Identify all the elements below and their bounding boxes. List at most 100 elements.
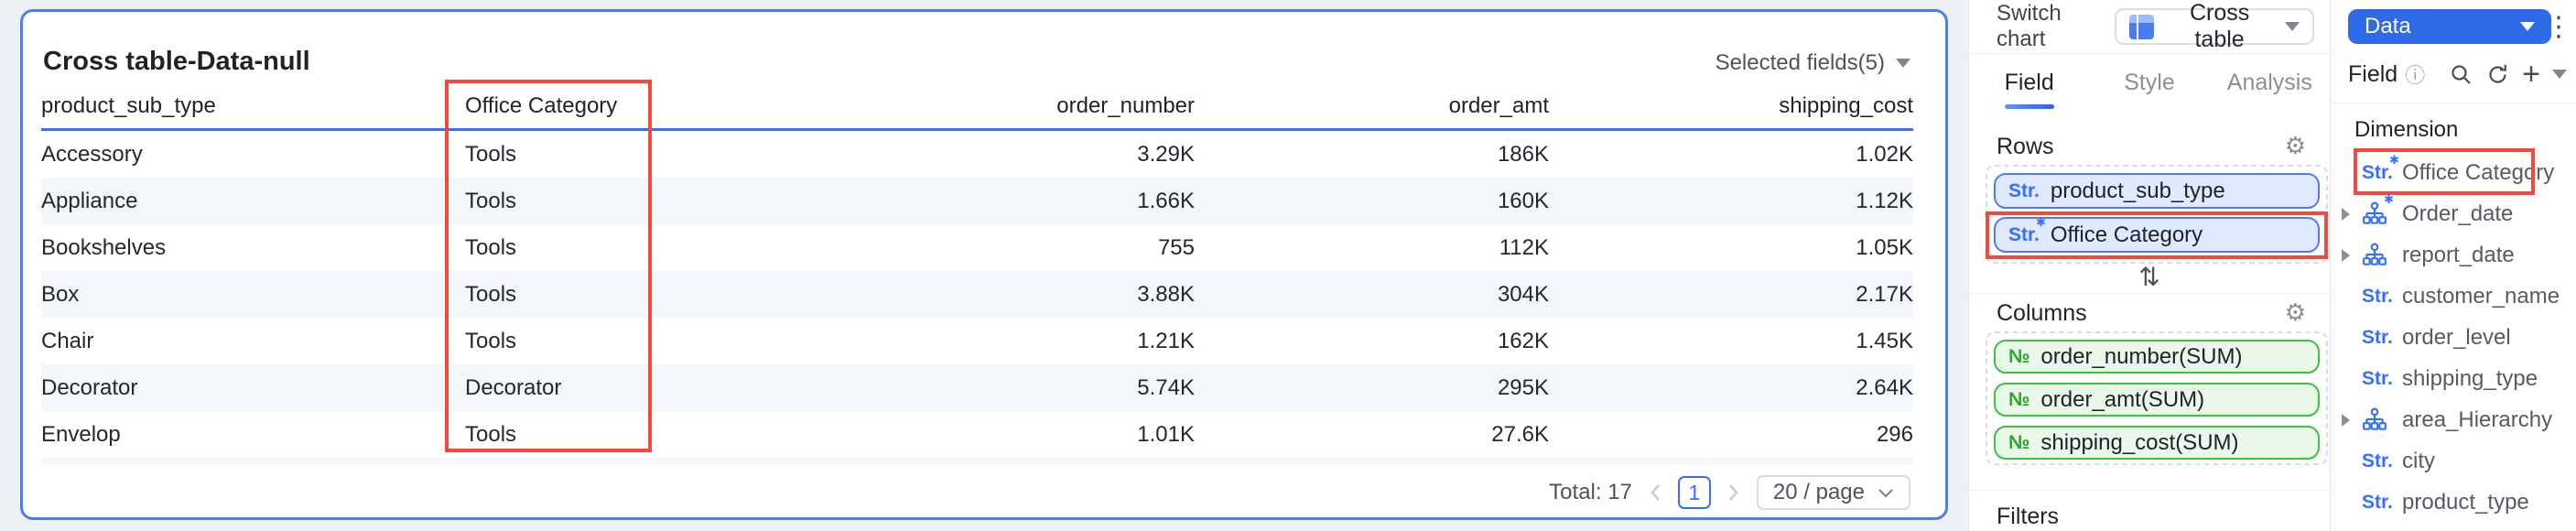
dimension-item-order-date[interactable]: ✱ Order_date [2331,193,2576,234]
chart-title: Cross table-Data-null [43,47,310,76]
dimension-item-shipping-type[interactable]: Str. shipping_type [2362,365,2538,391]
cross-table-icon [2129,14,2155,39]
pagination: Total: 17 1 20 / page [1549,472,1910,513]
dimension-item-report-date[interactable]: report_date [2331,234,2576,276]
cell-shipping-cost: 296 [1876,421,1913,447]
selected-fields-dropdown[interactable]: Selected fields(5) [1716,50,1910,76]
cell-product-sub-type: Appliance [41,188,138,213]
current-page-button[interactable]: 1 [1677,476,1711,509]
string-field-icon: Str. [2362,450,2393,471]
dimension-item-office-category[interactable]: Str. ✱ Office Category [2362,153,2555,185]
next-page-icon[interactable] [1727,482,1740,504]
number-field-icon: № [2008,431,2030,453]
columns-dropzone[interactable]: № order_number(SUM) № order_amt(SUM) № s… [1986,331,2328,465]
cell-order-amt: 27.6K [1491,421,1549,447]
calculated-string-field-icon: Str. ✱ [2008,215,2046,245]
table-row[interactable]: Box Tools 3.88K 304K 2.17K [41,271,1913,318]
dimension-item-product-type[interactable]: Str. product_type [2362,489,2529,515]
data-source-dropdown[interactable]: Data [2348,9,2551,44]
config-tabs: Field Style Analysis [1969,54,2330,111]
column-header-shipping-cost[interactable]: shipping_cost [1779,92,1913,118]
chart-card[interactable]: Cross table-Data-null Selected fields(5)… [20,9,1948,520]
gear-icon[interactable]: ⚙ [2284,133,2306,160]
cell-office-category: Tools [465,421,517,447]
gear-icon[interactable]: ⚙ [2284,299,2306,327]
dimension-item-area-hierarchy[interactable]: area_Hierarchy [2331,399,2576,440]
column-pill-order-number[interactable]: № order_number(SUM) [1994,340,2320,374]
search-icon[interactable] [2449,62,2473,87]
expand-icon[interactable] [2342,413,2350,427]
refresh-icon[interactable] [2485,62,2510,87]
expand-icon[interactable] [2342,207,2350,221]
cell-order-amt: 112K [1499,234,1549,260]
date-hierarchy-field-icon: ✱ [2362,193,2394,227]
cell-order-amt: 295K [1497,374,1549,400]
pagination-total: Total: 17 [1549,480,1632,504]
field-panel-label: Field [2348,60,2398,87]
table-row[interactable]: Envelop Tools 1.01K 27.6K 296 [41,411,1913,458]
rows-dropzone[interactable]: Str. product_sub_type Str. ✱ Office Categ… [1986,165,2328,264]
table-row[interactable]: Decorator Decorator 5.74K 295K 2.64K [41,364,1913,411]
table-row[interactable]: Accessory Tools 3.29K 186K 1.02K [41,131,1913,178]
rows-section-label: Rows [1997,133,2054,159]
column-pill-shipping-cost[interactable]: № shipping_cost(SUM) [1994,426,2320,460]
chart-canvas: Cross table-Data-null Selected fields(5)… [0,0,1968,531]
column-header-product-sub-type[interactable]: product_sub_type [41,92,216,118]
cell-order-amt: 186K [1497,141,1549,167]
tab-field[interactable]: Field [1969,54,2089,111]
expand-icon[interactable] [2342,248,2350,262]
string-field-icon: Str. [2362,367,2393,389]
cell-order-number: 3.88K [1137,281,1195,307]
add-field-icon[interactable]: + [2522,57,2540,92]
column-header-order-number[interactable]: order_number [1056,92,1195,118]
dimension-item-city[interactable]: Str. city [2362,448,2435,473]
cell-product-sub-type: Envelop [41,421,121,447]
chart-type-select[interactable]: Cross table [2115,0,2314,52]
dimension-item-customer-name[interactable]: Str. customer_name [2362,283,2560,309]
pill-label: order_number(SUM) [2040,343,2243,369]
filters-section-label: Filters [1997,503,2060,529]
cell-shipping-cost: 2.64K [1856,374,1913,400]
table-row[interactable]: Appliance Tools 1.66K 160K 1.12K [41,178,1913,224]
data-source-label: Data [2365,14,2411,38]
calculated-string-field-icon: Str. ✱ [2362,153,2399,183]
chart-type-value: Cross table [2189,0,2250,52]
cell-order-amt: 160K [1497,188,1549,213]
tab-style[interactable]: Style [2124,69,2175,95]
number-field-icon: № [2008,388,2030,410]
selected-fields-label: Selected fields(5) [1715,50,1885,75]
string-field-icon: Str. [2362,326,2393,348]
cell-order-amt: 162K [1497,328,1549,353]
cell-order-number: 755 [1157,234,1195,260]
tab-analysis[interactable]: Analysis [2226,69,2312,95]
swap-axes-icon[interactable]: ⇅ [2138,262,2160,292]
more-menu-icon[interactable]: ⋮ [2545,11,2572,43]
column-header-order-amt[interactable]: order_amt [1448,92,1549,118]
page-size-select[interactable]: 20 / page [1756,475,1910,510]
chart-config-panel: Switch chart Cross table Field Style Ana… [1968,0,2331,531]
cell-product-sub-type: Bookshelves [41,234,167,260]
cell-product-sub-type: Accessory [41,141,143,167]
row-pill-product-sub-type[interactable]: Str. product_sub_type [1994,173,2320,209]
table-row[interactable]: Chair Tools 1.21K 162K 1.45K [41,318,1913,364]
collapse-icon[interactable] [2552,70,2567,79]
cell-shipping-cost: 1.12K [1856,188,1913,213]
prev-page-icon[interactable] [1649,482,1661,504]
table-header-row: product_sub_type Office Category order_n… [41,83,1913,131]
switch-chart-label: Switch chart [1997,1,2062,51]
cell-shipping-cost: 2.17K [1856,281,1913,307]
string-field-icon: Str. [2362,491,2393,513]
string-field-icon: Str. [2008,179,2040,201]
hierarchy-field-icon [2362,407,2387,433]
column-header-office-category[interactable]: Office Category [465,92,618,118]
columns-section-label: Columns [1997,299,2087,326]
table-body: Accessory Tools 3.29K 186K 1.02K Applian… [41,131,1913,458]
cell-product-sub-type: Decorator [41,374,138,400]
number-field-icon: № [2008,345,2030,367]
dimension-item-order-level[interactable]: Str. order_level [2362,324,2511,350]
column-pill-order-amt[interactable]: № order_amt(SUM) [1994,383,2320,417]
dimension-list: Str. ✱ Office Category ✱ Order_date [2331,152,2576,523]
hierarchy-field-icon [2362,243,2387,268]
table-row[interactable]: Bookshelves Tools 755 112K 1.05K [41,224,1913,271]
row-pill-office-category[interactable]: Str. ✱ Office Category [1994,215,2320,253]
